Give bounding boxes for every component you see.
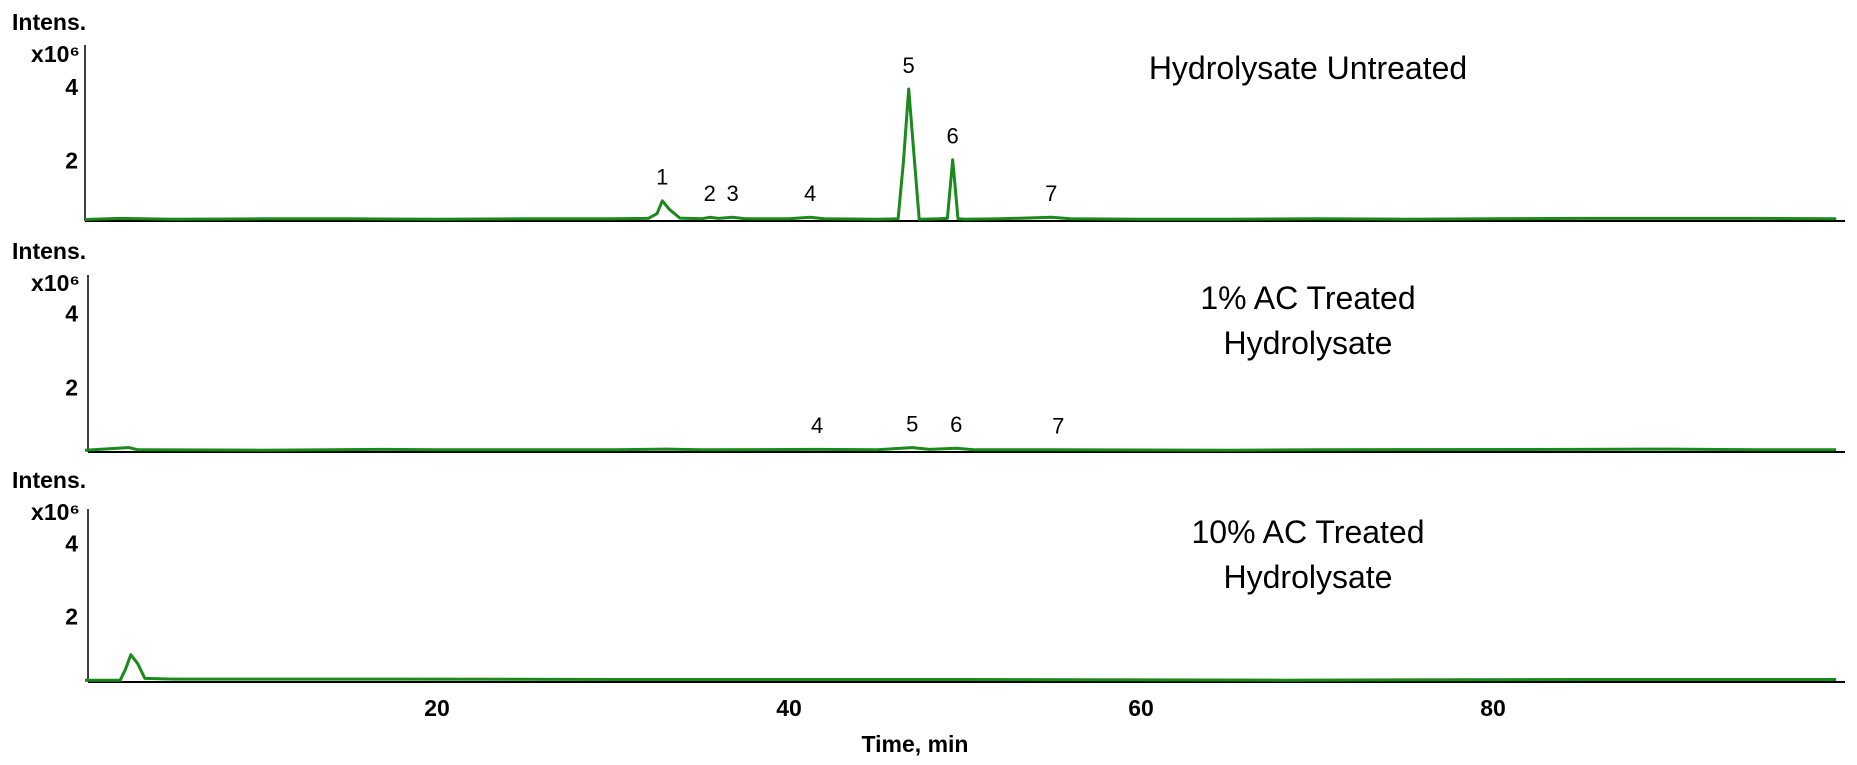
panel-title: Hydrolysate Untreated xyxy=(1149,50,1467,86)
panel-title: 1% AC Treated Hydrolysate xyxy=(1200,280,1415,361)
peak-label: 5 xyxy=(906,411,918,436)
peak-label: 6 xyxy=(947,124,959,149)
y-tick-label: 4 xyxy=(65,301,78,327)
panel-title-line: 1% AC Treated xyxy=(1200,280,1415,316)
panel-title-line: Hydrolysate Untreated xyxy=(1149,50,1467,86)
peak-label: 7 xyxy=(1045,181,1057,206)
panel-title-line: 10% AC Treated xyxy=(1191,514,1424,550)
peak-label: 1 xyxy=(656,165,668,190)
x-axis-label: Time, min xyxy=(862,731,969,757)
y-tick-label: 2 xyxy=(65,603,78,629)
panel-title: 10% AC Treated Hydrolysate xyxy=(1191,514,1424,595)
y-tick-label: 2 xyxy=(65,147,78,173)
trace-line xyxy=(84,446,1837,452)
x-tick-label: 20 xyxy=(424,695,450,721)
peak-label: 6 xyxy=(950,412,962,437)
trace-line xyxy=(85,653,1837,682)
panel-title-line: Hydrolysate xyxy=(1224,559,1393,595)
panel-title-line: Hydrolysate xyxy=(1224,325,1393,361)
y-axis-label: Intens. xyxy=(12,9,86,35)
trace-line xyxy=(84,87,1837,221)
peak-label: 5 xyxy=(903,53,915,78)
x-tick-label: 80 xyxy=(1480,695,1506,721)
y-axis-label: Intens. xyxy=(12,467,86,493)
y-tick-label: 4 xyxy=(65,74,78,100)
y-tick-label: 2 xyxy=(65,374,78,400)
peak-label: 2 xyxy=(704,181,716,206)
peak-label: 4 xyxy=(804,181,816,206)
y-axis-unit: x10⁶ xyxy=(31,41,80,67)
x-tick-label: 40 xyxy=(776,695,802,721)
y-axis-unit: x10⁶ xyxy=(31,270,80,296)
x-tick-label: 60 xyxy=(1128,695,1154,721)
peak-label: 3 xyxy=(727,181,739,206)
y-tick-label: 4 xyxy=(65,530,78,556)
peak-label: 4 xyxy=(811,413,823,438)
y-axis-unit: x10⁶ xyxy=(31,499,80,525)
peak-label: 7 xyxy=(1052,414,1064,439)
y-axis-label: Intens. xyxy=(12,238,86,264)
